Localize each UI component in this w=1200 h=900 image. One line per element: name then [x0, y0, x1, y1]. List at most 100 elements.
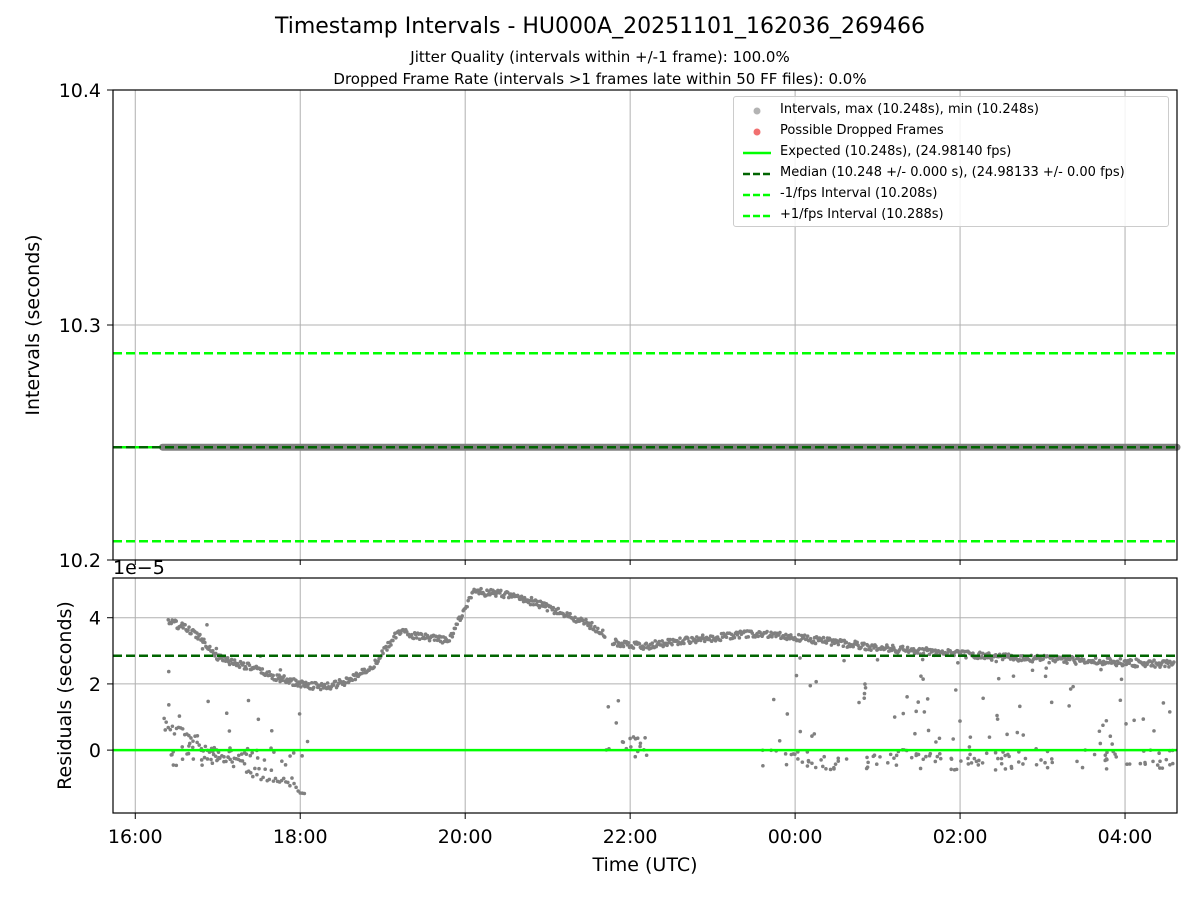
residual-point — [300, 754, 304, 758]
residual-point — [587, 621, 591, 625]
residual-point — [857, 700, 861, 705]
residual-point — [1097, 729, 1102, 734]
residual-point — [200, 647, 205, 651]
residual-point — [283, 763, 288, 767]
residual-point — [212, 745, 217, 750]
residual-point — [862, 641, 866, 646]
residual-point — [168, 727, 173, 732]
residual-point — [1041, 657, 1046, 661]
residual-point — [180, 745, 185, 749]
residual-point — [864, 647, 868, 652]
residual-point — [197, 743, 201, 747]
residual-point — [1043, 760, 1047, 765]
residual-point — [959, 759, 963, 763]
residual-point — [1168, 763, 1172, 767]
residual-point — [190, 745, 195, 750]
residual-point — [642, 645, 647, 650]
residual-point — [983, 656, 987, 661]
residual-point — [805, 634, 810, 638]
residual-point — [968, 735, 973, 739]
residual-point — [256, 717, 261, 722]
residual-point — [643, 736, 647, 740]
residual-point — [200, 763, 204, 767]
residual-point — [469, 595, 473, 600]
legend: Intervals, max (10.248s), min (10.248s) P… — [733, 96, 1169, 227]
residual-point — [187, 625, 191, 629]
bottom-x-tick-label: 16:00 — [108, 826, 163, 848]
residual-point — [353, 677, 358, 682]
residual-point — [600, 628, 605, 633]
residual-point — [253, 766, 257, 771]
residual-point — [808, 683, 813, 688]
residual-point — [606, 704, 611, 709]
residual-point — [665, 643, 669, 648]
residual-point — [633, 754, 638, 759]
residual-point — [916, 700, 921, 704]
residual-point — [989, 658, 994, 662]
residual-point — [1153, 665, 1157, 669]
residual-point — [331, 683, 336, 687]
residual-point — [1132, 718, 1136, 723]
residual-point — [255, 772, 259, 777]
residual-point — [765, 629, 769, 634]
residual-point — [1163, 664, 1167, 669]
residual-point — [1065, 661, 1069, 665]
residual-point — [794, 673, 799, 678]
residual-point — [1071, 684, 1075, 689]
residual-point — [621, 644, 626, 649]
residual-point — [949, 767, 954, 772]
residual-point — [978, 650, 982, 655]
residual-point — [172, 732, 177, 736]
residual-point — [976, 656, 980, 661]
residual-point — [832, 641, 837, 646]
residual-point — [1067, 704, 1071, 708]
residual-point — [242, 751, 247, 755]
residual-point — [174, 763, 179, 768]
residual-point — [750, 631, 755, 635]
residual-point — [810, 734, 814, 738]
residual-point — [288, 783, 292, 788]
residual-point — [1080, 765, 1085, 770]
residual-point — [1108, 658, 1113, 662]
residual-point — [1155, 763, 1160, 767]
legend-key-icon — [743, 151, 771, 155]
residual-point — [260, 667, 265, 671]
residual-point — [614, 721, 619, 725]
legend-label: Median (10.248 +/- 0.000 s), (24.98133 +… — [780, 165, 1125, 180]
residual-point — [922, 710, 927, 714]
residual-point — [974, 759, 979, 764]
residual-point — [545, 608, 550, 613]
residual-point — [240, 759, 245, 763]
residual-point — [187, 741, 192, 746]
residual-point — [856, 643, 860, 648]
bottom-y-axis-label: Residuals (seconds) — [54, 601, 76, 790]
residual-point — [919, 674, 923, 678]
residual-point — [737, 636, 742, 640]
residual-point — [1133, 664, 1138, 669]
residual-point — [1045, 765, 1050, 770]
residual-point — [833, 762, 838, 766]
residual-point — [250, 750, 255, 755]
residual-point — [186, 628, 190, 633]
residual-point — [210, 761, 215, 765]
x-axis-label: Time (UTC) — [591, 854, 697, 876]
residual-point — [1152, 729, 1156, 733]
residual-point — [177, 714, 182, 718]
legend-item: Possible Dropped Frames — [734, 122, 1168, 143]
residual-point — [996, 756, 1000, 761]
residual-point — [362, 667, 367, 672]
residual-point — [874, 644, 878, 649]
residual-point — [993, 768, 998, 772]
residual-point — [466, 598, 470, 603]
residual-point — [451, 631, 456, 636]
residual-point — [1049, 757, 1054, 761]
residual-point — [214, 646, 219, 651]
residual-point — [195, 734, 200, 738]
legend-label: Possible Dropped Frames — [780, 123, 944, 138]
residual-point — [213, 651, 218, 656]
residual-point — [1127, 762, 1132, 766]
residual-point — [1098, 741, 1103, 746]
residual-point — [1103, 753, 1108, 757]
residual-point — [886, 645, 890, 650]
top-y-tick-label: 10.4 — [59, 80, 101, 102]
